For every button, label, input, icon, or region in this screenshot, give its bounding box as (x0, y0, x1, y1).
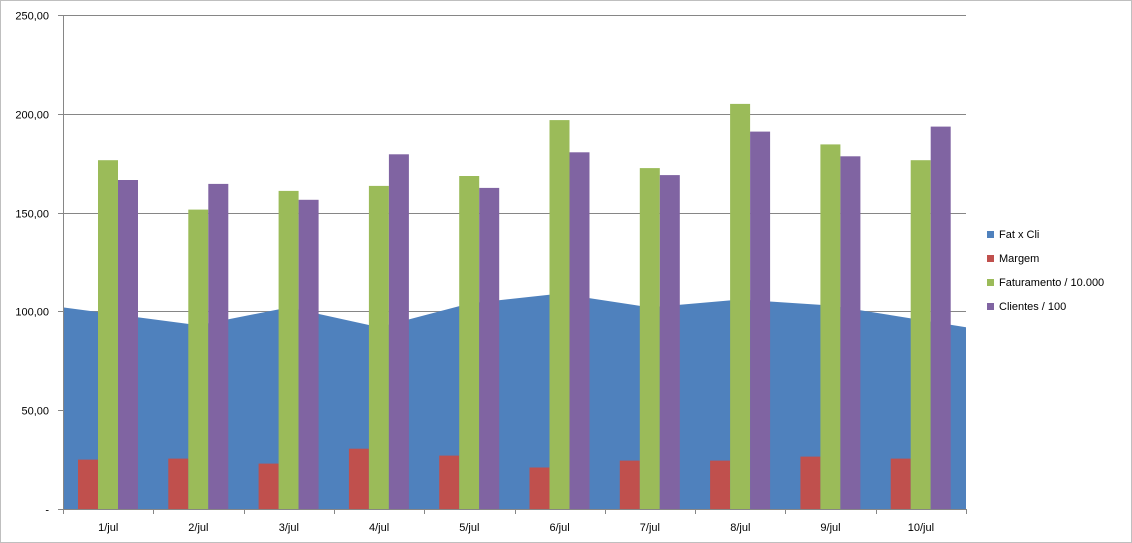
axes (58, 15, 967, 514)
bar (619, 460, 640, 509)
y-tick-label: 50,00 (21, 406, 49, 418)
bar (258, 463, 279, 509)
bar (388, 154, 409, 510)
y-tick-label: - (45, 505, 49, 517)
y-axis-tick-labels: - 50,00 100,00 150,00 200,00 250,00 (15, 11, 49, 517)
bar (549, 120, 570, 509)
y-tick-label: 150,00 (15, 209, 49, 221)
legend-swatch (987, 231, 994, 238)
x-tick-label: 4/jul (369, 522, 389, 534)
bar (639, 168, 660, 509)
legend-swatch (987, 279, 994, 286)
bar (479, 187, 500, 509)
bar (529, 467, 550, 509)
bar (569, 152, 590, 510)
legend-swatch (987, 303, 994, 310)
x-tick-label: 1/jul (98, 522, 118, 534)
x-tick-label: 7/jul (640, 522, 660, 534)
legend-label: Faturamento / 10.000 (999, 277, 1104, 289)
bar-series (78, 103, 951, 510)
x-tick-label: 10/jul (908, 522, 934, 534)
bar (750, 131, 771, 509)
bar (800, 456, 821, 509)
x-tick-label: 5/jul (459, 522, 479, 534)
legend-label: Clientes / 100 (999, 301, 1066, 313)
bar (78, 459, 98, 509)
x-tick-label: 3/jul (279, 522, 299, 534)
legend-label: Fat x Cli (999, 229, 1039, 241)
bar (890, 458, 911, 509)
bar (208, 183, 229, 509)
bar (840, 156, 861, 510)
bar (820, 144, 841, 509)
bar (930, 126, 951, 509)
x-tick-label: 6/jul (550, 522, 570, 534)
bar (439, 455, 460, 509)
bar (278, 190, 299, 509)
y-tick-label: 200,00 (15, 110, 49, 122)
bar (368, 185, 389, 509)
bar (118, 180, 138, 509)
bar (168, 458, 189, 509)
x-tick-label: 8/jul (730, 522, 750, 534)
legend: Fat x Cli Margem Faturamento / 10.000 Clien… (987, 229, 1104, 313)
bar (98, 160, 118, 509)
bar (459, 176, 480, 509)
bar (710, 460, 731, 509)
x-tick-label: 2/jul (188, 522, 208, 534)
bar (730, 103, 751, 510)
bar (348, 448, 369, 509)
bar (910, 160, 931, 509)
bar (188, 209, 209, 509)
x-axis-tick-labels: 1/jul 2/jul 3/jul 4/jul 5/jul 6/jul 7/jul 8/jul… (98, 522, 934, 534)
y-tick-label: 100,00 (15, 307, 49, 319)
y-tick-label: 250,00 (15, 11, 49, 23)
bar (659, 175, 680, 509)
legend-swatch (987, 255, 994, 262)
legend-label: Margem (999, 253, 1039, 265)
bar (298, 199, 319, 510)
x-tick-label: 9/jul (820, 522, 840, 534)
